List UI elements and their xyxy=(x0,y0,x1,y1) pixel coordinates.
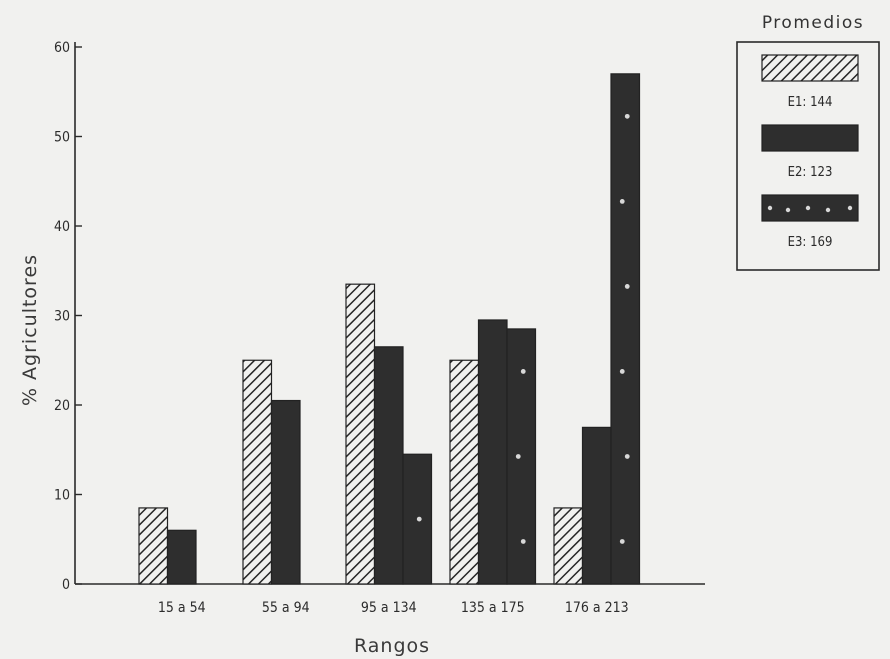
legend-items: E1: 144 E2: 123 E3: 169 xyxy=(761,54,859,250)
bar-dot xyxy=(515,454,521,459)
legend-dot xyxy=(785,207,791,213)
bar-hatch-3 xyxy=(449,359,480,585)
legend-label: E1: 144 xyxy=(788,95,833,110)
x-ticks: 15 a 54 55 a 94 95 a 134 135 a 175 176 a 213 xyxy=(158,600,629,616)
bar-dot xyxy=(520,369,526,374)
legend-dot xyxy=(825,207,831,213)
bar-dotted-2 xyxy=(402,453,433,585)
bar-solid-2 xyxy=(373,346,404,585)
y-tick-label: 10 xyxy=(54,488,70,504)
legend-swatch-solid xyxy=(761,124,859,152)
x-tick-label: 55 a 94 xyxy=(262,600,310,616)
y-axis-title: % Agricultores xyxy=(19,254,41,406)
y-tick-label: 40 xyxy=(54,219,70,235)
legend: Promedios E1: 144 E2: 123 E3: 169 xyxy=(736,13,880,271)
legend-title: Promedios xyxy=(762,13,864,33)
bar-hatch-4 xyxy=(553,507,584,585)
bar-dot xyxy=(520,539,526,544)
bars xyxy=(138,73,641,585)
y-tick-label: 30 xyxy=(54,309,70,325)
legend-dot xyxy=(805,205,811,211)
x-tick-label: 176 a 213 xyxy=(565,600,629,616)
x-tick-label: 135 a 175 xyxy=(461,600,525,616)
bar-dot xyxy=(624,113,630,119)
legend-dot xyxy=(847,205,853,211)
legend-dot xyxy=(767,205,773,211)
x-tick-label: 95 a 134 xyxy=(361,600,417,616)
bar-dot xyxy=(416,516,422,522)
bar-dot xyxy=(624,284,630,289)
y-tick-label: 0 xyxy=(62,577,70,593)
legend-label: E3: 169 xyxy=(788,235,833,250)
bar-dot xyxy=(619,198,625,204)
y-tick-label: 20 xyxy=(54,398,70,414)
bar-hatch-1 xyxy=(242,359,273,585)
bar-dotted-4 xyxy=(610,73,641,585)
bar-dot xyxy=(619,539,625,544)
bar-solid-4 xyxy=(581,426,612,585)
bar-dot xyxy=(624,454,630,459)
bar-hatch-0 xyxy=(138,507,169,585)
legend-swatch-hatch xyxy=(761,54,859,82)
bar-dotted-3 xyxy=(506,328,537,585)
x-axis-title: Rangos xyxy=(354,635,430,657)
legend-box xyxy=(736,41,880,271)
bar-hatch-2 xyxy=(345,283,376,585)
x-tick-label: 15 a 54 xyxy=(158,600,206,616)
y-tick-label: 50 xyxy=(54,130,70,146)
bar-solid-1 xyxy=(270,399,301,585)
bar-dot xyxy=(619,369,625,374)
legend-label: E2: 123 xyxy=(788,165,833,180)
y-ticks: 0 10 20 30 40 50 60 xyxy=(54,40,82,593)
y-tick-label: 60 xyxy=(54,40,70,56)
bar-solid-0 xyxy=(166,529,197,585)
bar-solid-3 xyxy=(477,319,508,585)
